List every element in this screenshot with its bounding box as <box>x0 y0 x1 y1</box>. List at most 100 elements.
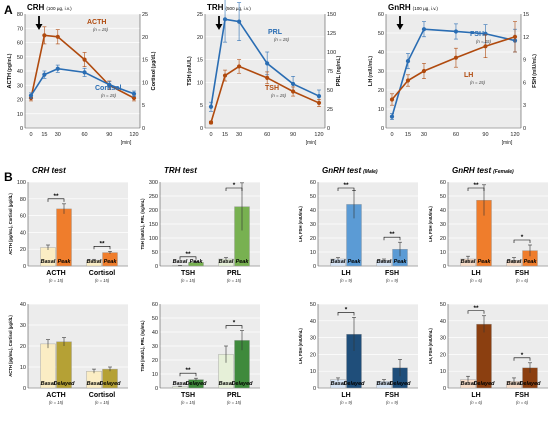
series-line <box>391 28 516 117</box>
y-right-label: PRL(ng/mL) <box>336 55 342 86</box>
category-label: FSH <box>515 270 529 277</box>
data-point <box>131 91 137 96</box>
category-label: TSH <box>181 270 195 277</box>
data-point <box>316 100 322 106</box>
category-n-label: (n = 15) <box>49 400 64 405</box>
y-left-tick-label: 70 <box>17 26 23 32</box>
y-right-tick-label: 125 <box>327 31 336 37</box>
significance-marker: * <box>345 306 348 313</box>
bar-label: Basal <box>87 259 102 265</box>
series-label: PRL <box>268 29 283 36</box>
group-prl: Basal Peak * PRL(n = 15) <box>218 182 250 283</box>
y-right-tick-label: 3 <box>523 103 526 109</box>
y-tick-label: 10 <box>440 250 446 256</box>
chart-title-sub: (Female) <box>493 169 514 175</box>
bar-label: Peak <box>478 259 492 265</box>
y-tick-label: 0 <box>443 386 446 392</box>
data-point <box>290 81 296 87</box>
significance-marker: ** <box>99 240 105 247</box>
bar-label: Basal <box>331 381 346 387</box>
x-tick-label: 0 <box>209 132 212 138</box>
y-right-tick-label: 150 <box>327 12 336 18</box>
y-right-tick-label: 15 <box>142 58 148 64</box>
y-left-tick-label: 10 <box>17 112 23 118</box>
data-point <box>389 114 395 119</box>
significance-marker: * <box>521 234 524 241</box>
x-tick-label: 60 <box>264 132 270 138</box>
category-label: ACTH <box>46 392 65 399</box>
y-tick-label: 60 <box>310 180 316 186</box>
y-right-tick-label: 25 <box>327 107 333 113</box>
category-n-label: (n = 6) <box>470 278 483 283</box>
bar-label: Delayed <box>473 381 495 387</box>
bar-chart-3: 0 10 20 30 40 50 60 GnRH test (Male) LH, FSH (mIU… <box>298 166 418 283</box>
panel-letter-a: A <box>4 3 13 17</box>
y-left-tick-label: 10 <box>378 107 384 113</box>
series-n-label: (n = 15) <box>470 80 485 85</box>
y-left-tick-label: 30 <box>17 83 23 89</box>
y-tick-label: 30 <box>20 323 26 329</box>
x-tick-label: 30 <box>55 132 61 138</box>
injection-arrow-head <box>215 24 223 30</box>
bar-label: Peak <box>524 259 538 265</box>
y-left-label: LH(mIU/mL) <box>368 56 374 86</box>
x-axis-label: [min] <box>306 140 317 146</box>
y-left-unit: (mIU/L) <box>187 56 193 74</box>
category-n-label: (n = 9) <box>386 278 399 283</box>
y-right-label: Cortisol(µg/dL) <box>151 51 157 90</box>
y-left-tick-label: 0 <box>20 126 23 132</box>
y-tick-label: 40 <box>310 319 316 325</box>
y-axis-label: TSH (mIU/L), PRL (ng/mL) <box>140 320 145 372</box>
y-left-tick-label: 40 <box>378 50 384 56</box>
y-left-tick-label: 20 <box>197 35 203 41</box>
category-label: LH <box>471 392 480 399</box>
x-tick-label: 120 <box>314 132 323 138</box>
x-tick-label: 30 <box>421 132 427 138</box>
injection-arrow-head <box>35 24 43 30</box>
chart-subtitle: (100 µg, i.v.) <box>413 6 439 11</box>
category-label: FSH <box>515 392 529 399</box>
y-right-tick-label: 10 <box>142 80 148 86</box>
y-tick-label: 10 <box>152 372 158 378</box>
category-n-label: (n = 15) <box>49 278 64 283</box>
y-left-tick-label: 50 <box>378 31 384 37</box>
significance-marker: ** <box>473 305 479 312</box>
series-acth <box>28 26 137 102</box>
injection-arrow-head <box>396 24 404 30</box>
y-tick-label: 0 <box>443 264 446 270</box>
chart-title: TRH (500 µg, i.v.) <box>207 3 251 12</box>
y-tick-label: 40 <box>152 330 158 336</box>
y-left-tick-label: 50 <box>17 55 23 61</box>
y-tick-label: 0 <box>23 264 26 270</box>
series-label: TSH <box>265 85 279 92</box>
y-tick-label: 250 <box>149 194 158 200</box>
x-tick-label: 120 <box>129 132 138 138</box>
series-line <box>210 65 320 123</box>
chart-title: GnRH (100 µg, i.v.) <box>388 3 438 12</box>
category-n-label: (n = 15) <box>95 400 110 405</box>
bar-label: Basal <box>507 381 522 387</box>
significance-bracket <box>513 239 531 243</box>
y-tick-label: 50 <box>440 302 446 308</box>
bar-label: Basal <box>219 259 234 265</box>
data-point <box>28 93 34 98</box>
y-tick-label: 0 <box>313 386 316 392</box>
group-cortisol: Basal Peak ** Cortisol(n = 15) <box>86 240 118 283</box>
x-tick-label: 30 <box>236 132 242 138</box>
category-n-label: (n = 6) <box>516 278 529 283</box>
data-point <box>236 64 242 69</box>
bar-delayed <box>476 323 492 389</box>
category-label: PRL <box>227 270 242 277</box>
significance-marker: * <box>233 182 236 189</box>
data-point <box>131 95 137 101</box>
y-right-tick-label: 20 <box>142 35 148 41</box>
y-left-tick-label: 5 <box>200 103 203 109</box>
category-label: ACTH <box>46 270 65 277</box>
y-tick-label: 40 <box>440 319 446 325</box>
y-left-label: ACTH(pg/mL) <box>7 53 13 88</box>
